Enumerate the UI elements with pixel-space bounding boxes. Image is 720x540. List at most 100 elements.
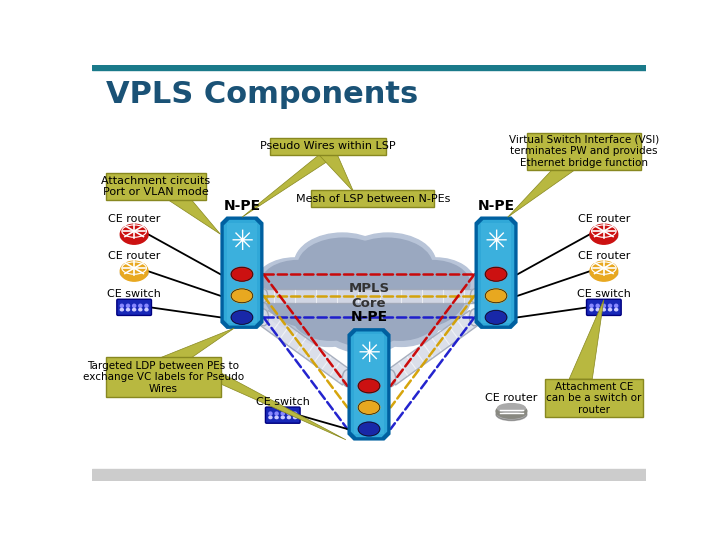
Ellipse shape — [294, 416, 297, 419]
Ellipse shape — [325, 304, 405, 346]
Polygon shape — [220, 217, 264, 329]
Ellipse shape — [496, 408, 527, 421]
Ellipse shape — [496, 404, 527, 418]
Ellipse shape — [282, 412, 284, 415]
Ellipse shape — [259, 289, 268, 303]
Ellipse shape — [145, 308, 148, 311]
Ellipse shape — [231, 267, 253, 281]
Ellipse shape — [255, 258, 334, 310]
Ellipse shape — [359, 401, 379, 414]
Ellipse shape — [363, 260, 466, 328]
Text: © 2006 Cisco Systems, Inc. All rights reserved.     Cisco Confidential: © 2006 Cisco Systems, Inc. All rights re… — [238, 471, 500, 480]
Ellipse shape — [498, 403, 526, 413]
Ellipse shape — [359, 422, 379, 436]
Text: Presentation_ID: Presentation_ID — [101, 471, 161, 480]
Text: ✳: ✳ — [485, 228, 508, 256]
Ellipse shape — [120, 261, 148, 281]
Ellipse shape — [323, 306, 407, 353]
Ellipse shape — [287, 416, 290, 419]
Ellipse shape — [139, 308, 142, 311]
Text: Attachment circuits
Port or VLAN mode: Attachment circuits Port or VLAN mode — [101, 176, 210, 197]
Ellipse shape — [127, 308, 130, 311]
Ellipse shape — [231, 310, 253, 325]
Ellipse shape — [359, 379, 379, 393]
Ellipse shape — [341, 233, 436, 294]
Bar — [354, 334, 384, 434]
Ellipse shape — [120, 224, 148, 244]
Polygon shape — [168, 200, 220, 234]
Polygon shape — [386, 310, 480, 385]
Ellipse shape — [294, 233, 390, 294]
Ellipse shape — [485, 267, 507, 281]
Polygon shape — [161, 328, 234, 357]
Bar — [481, 222, 511, 323]
Ellipse shape — [269, 416, 272, 419]
Ellipse shape — [615, 308, 618, 311]
Ellipse shape — [485, 310, 507, 325]
FancyBboxPatch shape — [311, 190, 434, 207]
Ellipse shape — [596, 308, 599, 311]
Ellipse shape — [396, 258, 475, 310]
Ellipse shape — [258, 309, 269, 326]
Bar — [227, 222, 257, 323]
Text: Pseudo Wires within LSP: Pseudo Wires within LSP — [261, 141, 396, 151]
Ellipse shape — [120, 231, 148, 242]
Ellipse shape — [590, 304, 593, 307]
Text: VPLS Components: VPLS Components — [106, 79, 418, 109]
Ellipse shape — [122, 225, 146, 237]
Ellipse shape — [316, 282, 415, 337]
Polygon shape — [350, 330, 388, 438]
Text: N-PE: N-PE — [477, 199, 515, 213]
Ellipse shape — [294, 412, 297, 415]
FancyBboxPatch shape — [544, 379, 643, 417]
Ellipse shape — [122, 262, 146, 274]
Ellipse shape — [287, 412, 290, 415]
Ellipse shape — [469, 309, 480, 326]
Ellipse shape — [608, 304, 611, 307]
FancyBboxPatch shape — [527, 132, 641, 170]
Text: Mesh of LSP between N-PEs: Mesh of LSP between N-PEs — [296, 194, 450, 204]
Text: MPLS
Core: MPLS Core — [348, 282, 390, 310]
Ellipse shape — [259, 257, 367, 333]
Polygon shape — [319, 155, 354, 192]
Ellipse shape — [132, 308, 135, 311]
Ellipse shape — [596, 304, 599, 307]
Ellipse shape — [120, 308, 123, 311]
Polygon shape — [258, 310, 352, 385]
Ellipse shape — [313, 281, 417, 343]
Polygon shape — [570, 300, 604, 379]
Bar — [92, 469, 647, 481]
Text: CE switch: CE switch — [256, 397, 310, 407]
Text: Attachment CE
can be a switch or
router: Attachment CE can be a switch or router — [546, 382, 642, 415]
Ellipse shape — [485, 289, 507, 303]
Polygon shape — [264, 289, 474, 303]
Ellipse shape — [603, 304, 606, 307]
Text: CE switch: CE switch — [577, 289, 631, 299]
Ellipse shape — [282, 416, 284, 419]
Ellipse shape — [590, 268, 618, 279]
Ellipse shape — [127, 304, 130, 307]
Text: ✳: ✳ — [357, 340, 381, 368]
Ellipse shape — [287, 240, 443, 335]
Ellipse shape — [608, 308, 611, 311]
Ellipse shape — [592, 225, 616, 237]
FancyBboxPatch shape — [266, 407, 300, 423]
Ellipse shape — [269, 412, 272, 415]
Polygon shape — [242, 155, 338, 217]
Polygon shape — [222, 219, 261, 327]
Ellipse shape — [120, 268, 148, 279]
Text: Virtual Switch Interface (VSI)
terminates PW and provides
Ethernet bridge functi: Virtual Switch Interface (VSI) terminate… — [509, 134, 659, 167]
Ellipse shape — [590, 261, 618, 281]
FancyBboxPatch shape — [117, 299, 151, 315]
FancyBboxPatch shape — [587, 299, 621, 315]
Polygon shape — [348, 328, 390, 441]
Ellipse shape — [145, 304, 148, 307]
Ellipse shape — [264, 260, 367, 328]
Ellipse shape — [289, 295, 368, 347]
Ellipse shape — [603, 308, 606, 311]
Ellipse shape — [275, 416, 278, 419]
Ellipse shape — [342, 370, 353, 387]
Polygon shape — [161, 357, 346, 440]
Ellipse shape — [363, 257, 471, 333]
FancyBboxPatch shape — [271, 138, 386, 155]
